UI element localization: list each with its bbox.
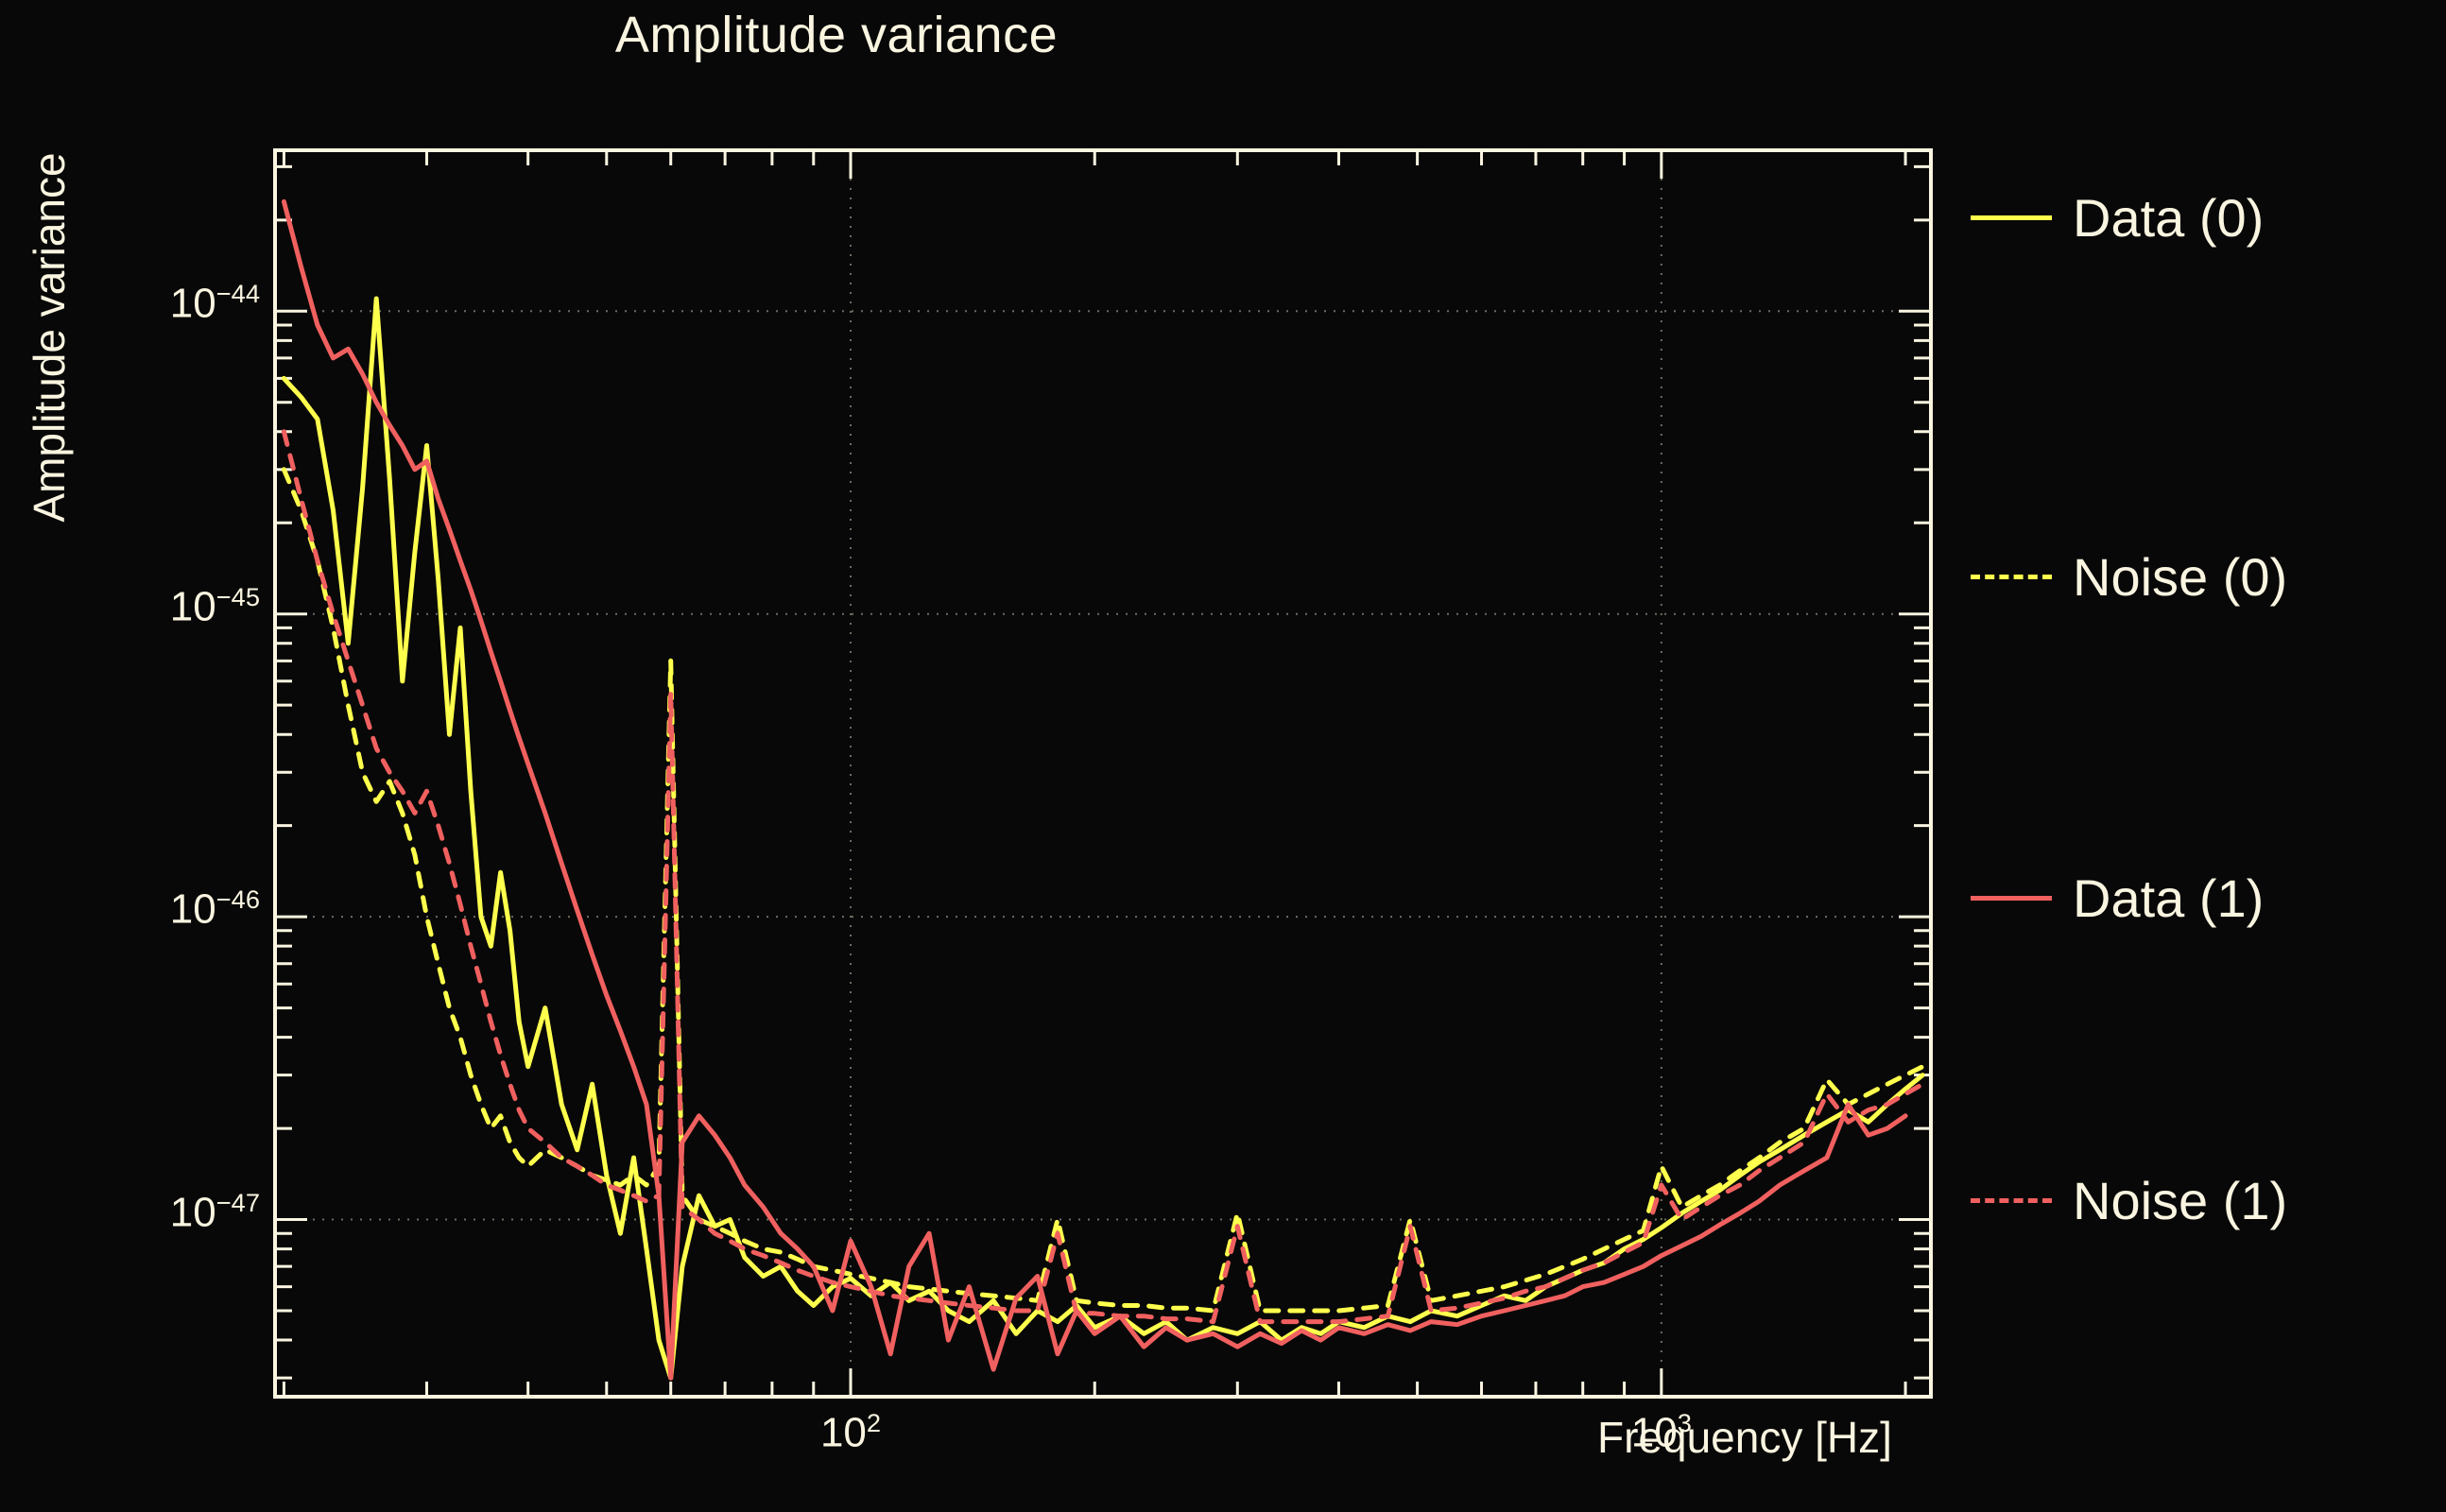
legend-line-swatch — [1971, 1197, 2052, 1203]
legend-entry-noise-1[interactable]: Noise (1) — [1971, 1162, 2287, 1238]
gridlines — [275, 150, 1931, 1397]
y-tick-label: 10−47 — [169, 1187, 260, 1236]
data-series — [281, 198, 1925, 1381]
y-tick-label: 10−45 — [169, 581, 260, 630]
legend-entry-data-1[interactable]: Data (1) — [1971, 860, 2264, 936]
legend-label: Data (1) — [2073, 868, 2265, 928]
plot-frame — [273, 148, 1933, 1399]
x-tick-label: 102 — [819, 1408, 882, 1456]
legend-label: Noise (1) — [2073, 1170, 2288, 1230]
x-tick-label: 103 — [1630, 1408, 1692, 1456]
y-tick-label: 10−44 — [169, 279, 260, 327]
legend-line-swatch — [1971, 574, 2052, 579]
legend-line-swatch — [1971, 895, 2052, 901]
legend-line-swatch — [1971, 215, 2052, 220]
legend-entry-data-0[interactable]: Data (0) — [1971, 180, 2264, 255]
axis-ticks — [275, 150, 1931, 1397]
legend-entry-noise-0[interactable]: Noise (0) — [1971, 539, 2287, 614]
page-title: Amplitude variance — [614, 7, 1059, 63]
legend-label: Data (0) — [2073, 187, 2265, 248]
x-axis-title: Frequency [Hz] — [1597, 1413, 1892, 1462]
y-tick-label: 10−46 — [169, 885, 260, 933]
legend-label: Noise (0) — [2073, 546, 2288, 607]
